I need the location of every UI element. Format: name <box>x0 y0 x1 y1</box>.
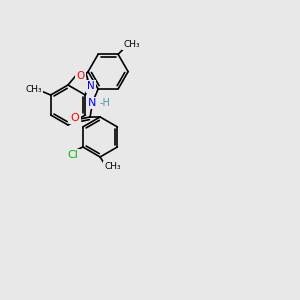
Text: O: O <box>76 71 85 81</box>
Text: N: N <box>88 98 96 108</box>
Text: O: O <box>71 113 80 123</box>
Text: N: N <box>87 81 95 91</box>
Text: CH₃: CH₃ <box>26 85 42 94</box>
Text: CH₃: CH₃ <box>124 40 140 49</box>
Text: Cl: Cl <box>68 150 78 160</box>
Text: -H: -H <box>99 98 110 108</box>
Text: CH₃: CH₃ <box>105 163 122 172</box>
